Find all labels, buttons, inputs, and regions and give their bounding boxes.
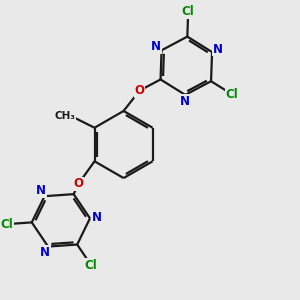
Text: O: O — [74, 177, 83, 190]
Text: N: N — [40, 246, 50, 259]
Text: Cl: Cl — [182, 5, 195, 18]
Text: Cl: Cl — [85, 259, 98, 272]
Text: N: N — [180, 95, 190, 108]
Text: CH₃: CH₃ — [54, 111, 75, 121]
Text: O: O — [135, 84, 145, 97]
Text: N: N — [36, 184, 46, 197]
Text: N: N — [151, 40, 161, 53]
Text: N: N — [92, 212, 101, 224]
Text: N: N — [213, 43, 223, 56]
Text: Cl: Cl — [1, 218, 13, 231]
Text: Cl: Cl — [226, 88, 238, 101]
